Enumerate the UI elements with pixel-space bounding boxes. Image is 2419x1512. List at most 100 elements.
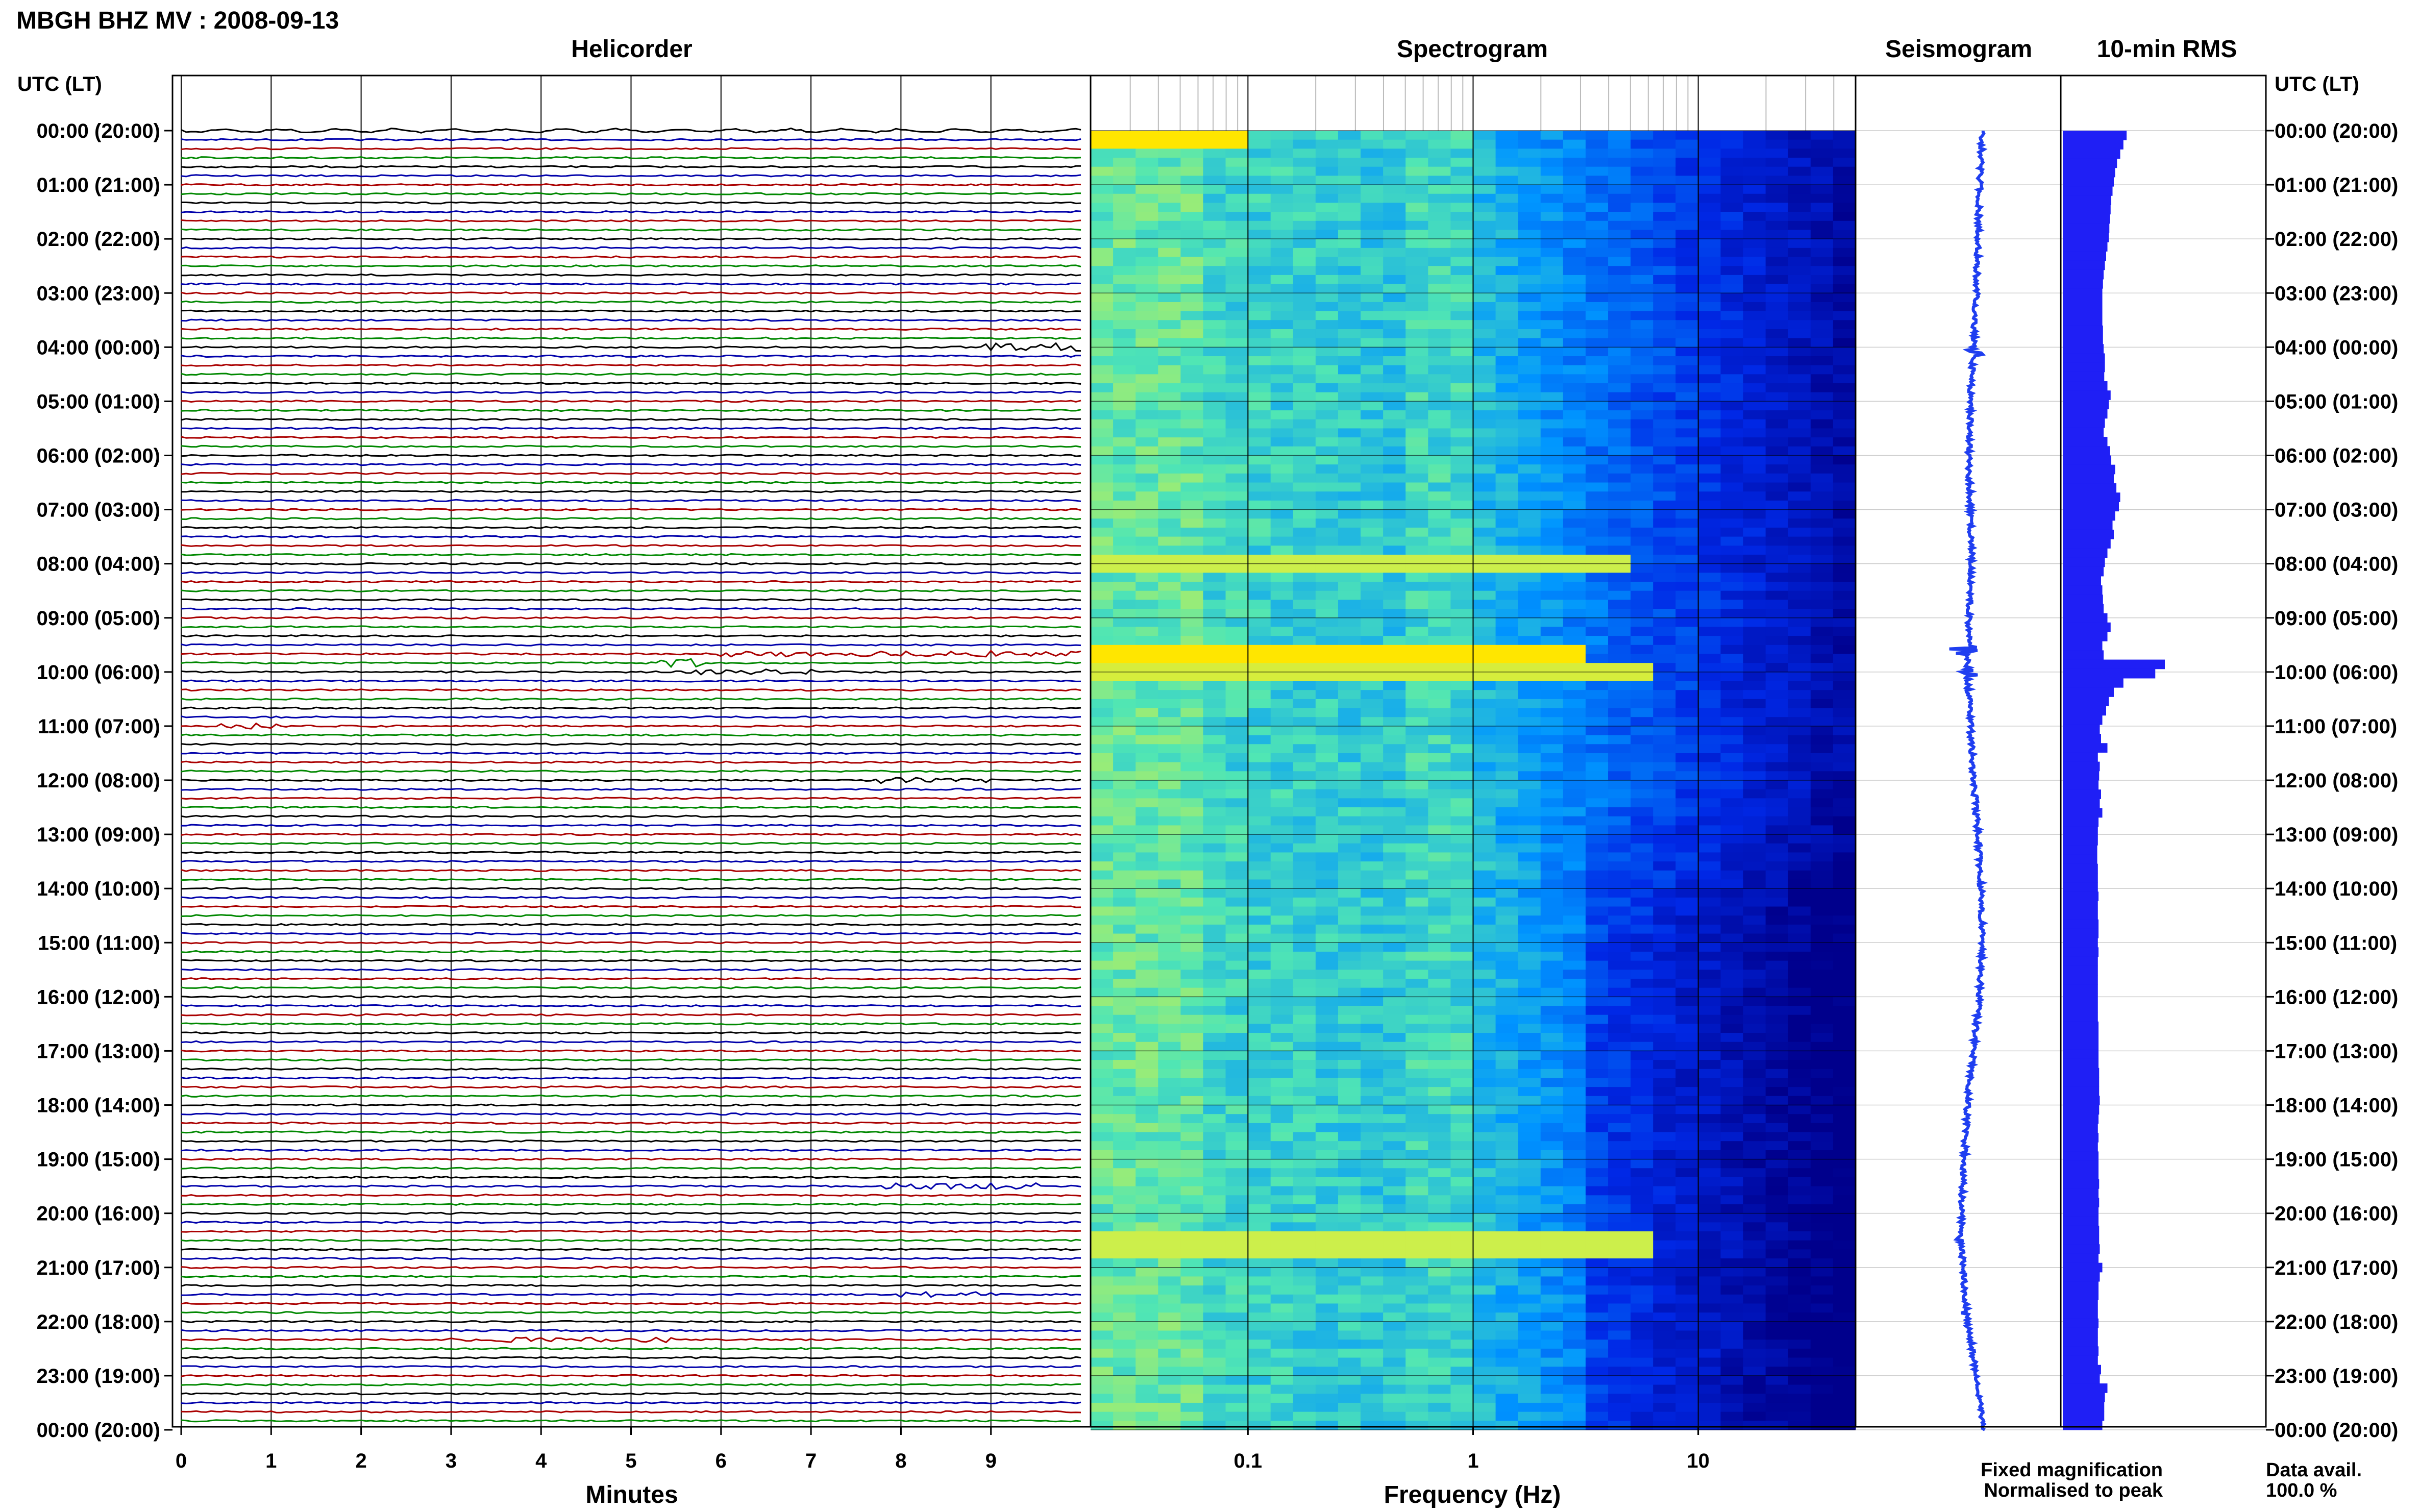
spectrogram-cell: [1428, 1042, 1451, 1052]
spectrogram-cell: [1788, 1024, 1811, 1033]
spectrogram-cell: [1675, 356, 1698, 366]
spectrogram-cell: [1315, 1285, 1339, 1295]
spectrogram-cell: [1270, 636, 1294, 646]
spectrogram-cell: [1091, 230, 1114, 239]
spectrogram-cell: [1428, 906, 1451, 916]
spectrogram-cell: [1383, 636, 1406, 646]
spectrogram-cell: [1248, 374, 1271, 384]
spectrogram-cell: [1608, 374, 1631, 384]
spectrogram-cell: [1361, 1186, 1384, 1196]
spectrogram-cell: [1540, 924, 1564, 934]
spectrogram-cell: [1405, 473, 1428, 483]
spectrogram-cell: [1428, 915, 1451, 925]
spectrogram-cell: [1113, 1123, 1136, 1133]
spectrogram-cell: [1180, 401, 1204, 411]
spectrogram-cell: [1428, 1222, 1451, 1232]
spectrogram-cell: [1136, 266, 1158, 276]
spectrogram-cell: [1495, 590, 1519, 600]
spectrogram-cell: [1743, 1294, 1766, 1304]
spectrogram-cell: [1225, 365, 1249, 375]
spectrogram-cell: [1631, 275, 1653, 285]
spectrogram-cell: [1495, 1042, 1519, 1052]
spectrogram-cell: [1608, 1375, 1631, 1385]
spectrogram-cell: [1428, 1294, 1451, 1304]
spectrogram-cell: [1158, 212, 1181, 221]
spectrogram-cell: [1225, 681, 1249, 690]
spectrogram-cell: [1698, 1249, 1721, 1259]
spectrogram-cell: [1833, 1330, 1856, 1340]
spectrogram-cell: [1788, 1330, 1811, 1340]
spectrogram-cell: [1698, 428, 1721, 438]
spectrogram-cell: [1248, 158, 1271, 167]
spectrogram-cell: [1428, 203, 1451, 212]
spectrogram-cell: [1361, 536, 1384, 546]
spectrogram-cell: [1563, 1141, 1586, 1151]
spectrogram-cell: [1833, 1348, 1856, 1358]
spectrogram-cell: [1585, 1033, 1609, 1043]
spectrogram-cell: [1361, 518, 1384, 528]
spectrogram-cell: [1743, 1402, 1766, 1412]
spectrogram-cell: [1563, 1051, 1586, 1060]
spectrogram-cell: [1765, 1294, 1789, 1304]
spectrogram-cell: [1765, 275, 1789, 285]
spectrogram-cell: [1698, 807, 1721, 817]
spectrogram-cell: [1833, 735, 1856, 745]
spectrogram-cell: [1405, 888, 1428, 898]
spectrogram-cell: [1428, 888, 1451, 898]
spectrogram-cell: [1428, 1114, 1451, 1124]
spectrogram-cell: [1653, 861, 1676, 871]
spectrogram-cell: [1675, 257, 1698, 266]
spectrogram-cell: [1270, 1051, 1294, 1060]
spectrogram-cell: [1788, 1177, 1811, 1187]
spectrogram-cell: [1698, 1006, 1721, 1015]
helicorder-trace: [181, 878, 1081, 881]
spectrogram-cell: [1540, 943, 1564, 952]
spectrogram-cell: [1270, 1231, 1294, 1241]
spectrogram-cell: [1518, 1303, 1541, 1313]
spectrogram-cell: [1698, 320, 1721, 330]
spectrogram-cell: [1473, 1105, 1496, 1114]
spectrogram-cell: [1518, 1312, 1541, 1322]
spectrogram-cell: [1810, 816, 1834, 826]
spectrogram-cell: [1450, 1123, 1474, 1133]
spectrogram-cell: [1473, 888, 1496, 898]
spectrogram-cell: [1091, 636, 1114, 646]
spectrogram-cell: [1248, 1096, 1271, 1106]
spectrogram-cell: [1698, 220, 1721, 231]
spectrogram-cell: [1450, 554, 1474, 564]
spectrogram-cell: [1765, 960, 1789, 970]
spectrogram-cell: [1608, 392, 1631, 402]
spectrogram-cell: [1158, 401, 1181, 411]
spectrogram-cell: [1585, 247, 1609, 258]
spectrogram-cell: [1765, 1348, 1789, 1358]
spectrogram-cell: [1428, 392, 1451, 402]
spectrogram-cell: [1540, 879, 1564, 889]
spectrogram-cell: [1540, 906, 1564, 916]
spectrogram-cell: [1720, 284, 1744, 293]
spectrogram-cell: [1653, 879, 1676, 889]
spectrogram-cell: [1338, 987, 1361, 997]
spectrogram-cell: [1361, 247, 1384, 258]
spectrogram-cell: [1765, 1042, 1789, 1052]
spectrogram-cell: [1338, 753, 1361, 763]
spectrogram-cell: [1788, 1132, 1811, 1142]
spectrogram-cell: [1383, 744, 1406, 754]
spectrogram-cell: [1675, 284, 1698, 293]
spectrogram-cell: [1091, 482, 1114, 492]
spectrogram-cell: [1428, 166, 1451, 177]
spectrogram-cell: [1585, 617, 1609, 628]
spectrogram-cell: [1091, 410, 1114, 420]
spectrogram-cell: [1585, 1267, 1609, 1277]
spectrogram-cell: [1540, 148, 1564, 158]
spectrogram-cell: [1180, 645, 1204, 655]
spectrogram-cell: [1833, 645, 1856, 655]
spectrogram-cell: [1473, 753, 1496, 763]
spectrogram-cell: [1540, 590, 1564, 600]
spectrogram-cell: [1563, 1258, 1586, 1268]
spectrogram-cell: [1450, 987, 1474, 997]
spectrogram-cell: [1248, 527, 1271, 537]
spectrogram-cell: [1405, 915, 1428, 925]
helicorder-trace: [181, 1266, 1081, 1269]
spectrogram-cell: [1743, 1006, 1766, 1015]
spectrogram-cell: [1225, 203, 1249, 212]
